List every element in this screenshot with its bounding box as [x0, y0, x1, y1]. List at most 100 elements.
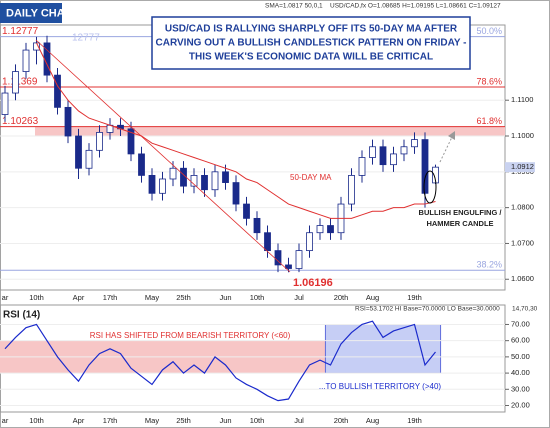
candle-body: [96, 132, 103, 151]
y-tick-label: 60.00: [511, 336, 530, 345]
candle-body: [400, 146, 408, 155]
candle-body: [306, 232, 313, 252]
y-tick-label: 1.1000: [511, 131, 534, 140]
x-tick-label: 17th: [103, 416, 118, 425]
x-tick-label: Apr: [73, 293, 85, 302]
x-tick-label: ar: [2, 293, 9, 302]
fib-price: 1.11369: [2, 77, 38, 88]
x-tick-label: 20th: [334, 416, 349, 425]
x-tick-label: ar: [2, 416, 9, 425]
candle-body: [201, 175, 208, 191]
candle-body: [285, 264, 292, 269]
candle-body: [148, 175, 156, 194]
y-tick-label: 1.0800: [511, 203, 534, 212]
candle-body: [379, 146, 387, 166]
candle-body: [253, 217, 261, 234]
candle-body: [190, 175, 198, 187]
ma-label: 50-DAY MA: [290, 173, 332, 182]
candle-body: [180, 167, 187, 187]
title-box: [151, 16, 471, 70]
bearish-note: RSI HAS SHIFTED FROM BEARISH TERRITORY (…: [90, 331, 291, 340]
chart-label: DAILY CHART: [6, 7, 80, 19]
candle-body: [232, 182, 240, 205]
y-tick-label: 1.0700: [511, 238, 534, 247]
fib-price: 1.10263: [2, 116, 39, 127]
candle-body: [411, 139, 418, 148]
fib-ratio: 38.2%: [476, 260, 502, 270]
arrow-head: [448, 131, 455, 140]
bullish-zone: [324, 324, 442, 374]
fib-ratio: 50.0%: [476, 26, 502, 36]
label-box: [0, 3, 62, 23]
candle-body: [264, 232, 271, 252]
low-label: 1.06196: [293, 277, 333, 289]
title: CARVING OUT A BULLISH CANDLESTICK PATTER…: [156, 38, 467, 49]
y-tick-label: 1.0600: [511, 274, 534, 283]
x-tick-label: Jun: [219, 416, 231, 425]
candle-body: [54, 74, 61, 108]
x-tick-label: 25th: [176, 293, 191, 302]
candle-body: [22, 49, 30, 72]
rsi-params: 14,70,30: [512, 306, 538, 313]
pattern-circle: [423, 170, 437, 204]
header: USD/CAD,fx O=1.08685 H=1.09195 L=1.08661…: [330, 3, 501, 10]
x-tick-label: May: [145, 416, 159, 425]
fib-price: 1.12777: [2, 26, 39, 37]
y-tick-label: 1.1100: [511, 95, 533, 104]
x-tick-label: Aug: [366, 293, 379, 302]
series-line: [36, 42, 436, 219]
series-line: [4, 320, 436, 402]
x-tick-label: 19th: [407, 416, 422, 425]
candle-body: [390, 153, 397, 166]
x-tick-label: 10th: [29, 416, 44, 425]
trend-line: [35, 39, 291, 273]
y-tick-label: 70.00: [511, 319, 530, 328]
x-tick-label: 10th: [29, 293, 44, 302]
rsi-title: RSI (14): [3, 310, 40, 321]
candle-body: [138, 153, 145, 176]
x-tick-label: Aug: [366, 416, 379, 425]
candle-body: [348, 175, 355, 205]
title: THIS WEEK'S ECONOMIC DATA WILL BE CRITIC…: [189, 52, 433, 63]
title: USD/CAD IS RALLYING SHARPLY OFF ITS 50-D…: [165, 24, 458, 35]
x-tick-label: Jun: [219, 293, 231, 302]
x-tick-label: Jul: [294, 293, 304, 302]
x-tick-label: Jul: [294, 416, 304, 425]
candle-body: [295, 250, 303, 269]
y-tick-label: 20.00: [511, 400, 530, 409]
y-tick-label: 30.00: [511, 384, 530, 393]
pattern-label: BULLISH ENGULFING /: [419, 208, 503, 217]
last-price-box: [505, 162, 535, 173]
plot-frame: [0, 304, 506, 413]
y-tick-label: 50.00: [511, 352, 530, 361]
candle-body: [211, 171, 219, 191]
candle-body: [159, 178, 166, 194]
projection-arrow: [439, 136, 453, 163]
fib-zone: [35, 126, 505, 137]
x-tick-label: 19th: [407, 293, 422, 302]
candle-body: [222, 171, 229, 183]
candle-body: [127, 128, 135, 155]
candle-body: [243, 203, 250, 219]
fib-ratio: 78.6%: [476, 76, 502, 86]
candle-body: [85, 149, 93, 169]
x-tick-label: 20th: [334, 293, 349, 302]
sma-header: SMA=1.0817 50,0,1: [265, 3, 323, 10]
candle-body: [64, 106, 72, 137]
candle-body: [316, 225, 324, 234]
x-tick-label: May: [145, 293, 159, 302]
last-price-label: 1.0912: [511, 162, 534, 171]
y-tick-label: 40.00: [511, 368, 530, 377]
candle-body: [421, 139, 429, 194]
x-tick-label: 25th: [176, 416, 191, 425]
candle-body: [12, 71, 19, 94]
candle-body: [369, 146, 376, 158]
pattern-label: HAMMER CANDLE: [426, 219, 493, 228]
candle-body: [75, 135, 82, 169]
x-tick-label: 10th: [250, 416, 265, 425]
bullish-note: ...TO BULLISH TERRITORY (>40): [319, 382, 442, 391]
candle-body: [327, 225, 334, 234]
x-tick-label: 17th: [103, 293, 118, 302]
candle-body: [358, 157, 366, 176]
